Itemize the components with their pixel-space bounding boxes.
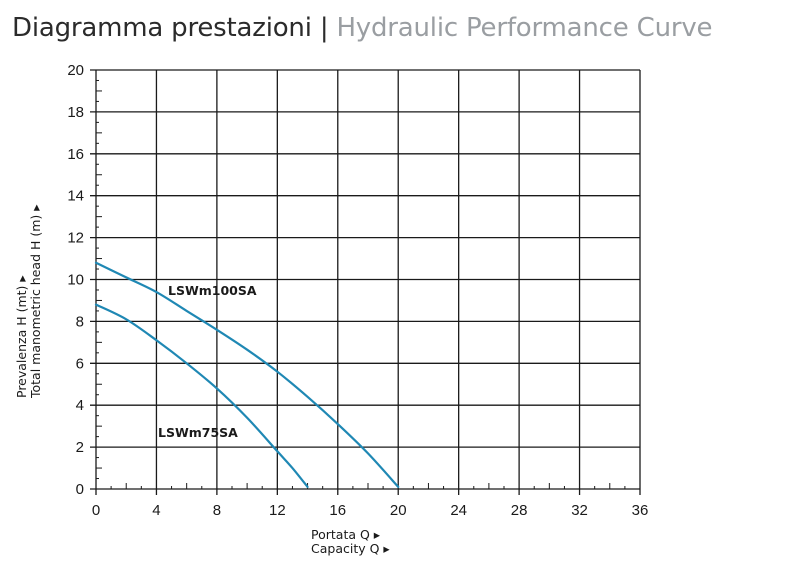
y-tick-label: 0 [76, 481, 84, 498]
curve-lswm75sa [94, 303, 309, 489]
y-tick-label: 16 [67, 146, 84, 163]
curves [94, 261, 400, 489]
title-separator: | [319, 13, 329, 43]
x-tick-label: 32 [571, 502, 588, 519]
x-axis-label-italian: Portata Q ▸ [311, 527, 381, 542]
y-tick-label: 14 [67, 188, 84, 205]
x-tick-label: 12 [269, 502, 286, 519]
y-tick-label: 6 [76, 355, 84, 372]
x-tick-label: 20 [390, 502, 407, 519]
y-tick-label: 20 [67, 62, 84, 79]
y-tick-label: 10 [67, 272, 84, 289]
x-tick-label: 36 [632, 502, 649, 519]
series-label-lswm75sa: LSWm75SA [158, 425, 238, 440]
x-axis-ticks: 0 4 8 12 16 20 24 28 32 36 [92, 502, 649, 519]
title-italian: Diagramma prestazioni [12, 13, 312, 43]
y-axis-label-english: Total manometric head H (m) ▸ [28, 204, 43, 399]
x-tick-label: 4 [152, 502, 160, 519]
y-tick-label: 12 [67, 230, 84, 247]
chart-title: Diagramma prestazioni | Hydraulic Perfor… [12, 13, 713, 43]
y-tick-label: 8 [76, 313, 84, 330]
x-tick-label: 28 [511, 502, 528, 519]
x-tick-label: 16 [329, 502, 346, 519]
y-tick-label: 18 [67, 104, 84, 121]
y-axis-label-italian: Prevalenza H (mt) ▸ [14, 275, 29, 398]
title-english: Hydraulic Performance Curve [336, 13, 713, 43]
x-tick-label: 24 [450, 502, 467, 519]
y-tick-label: 2 [76, 439, 84, 456]
series-label-lswm100sa: LSWm100SA [168, 283, 257, 298]
curve-lswm100sa [94, 261, 400, 489]
y-axis-ticks: 0 2 4 6 8 10 12 14 16 18 20 [67, 62, 84, 498]
y-tick-label: 4 [76, 397, 84, 414]
x-tick-label: 0 [92, 502, 100, 519]
x-axis-label-english: Capacity Q ▸ [311, 541, 390, 556]
x-tick-label: 8 [213, 502, 221, 519]
